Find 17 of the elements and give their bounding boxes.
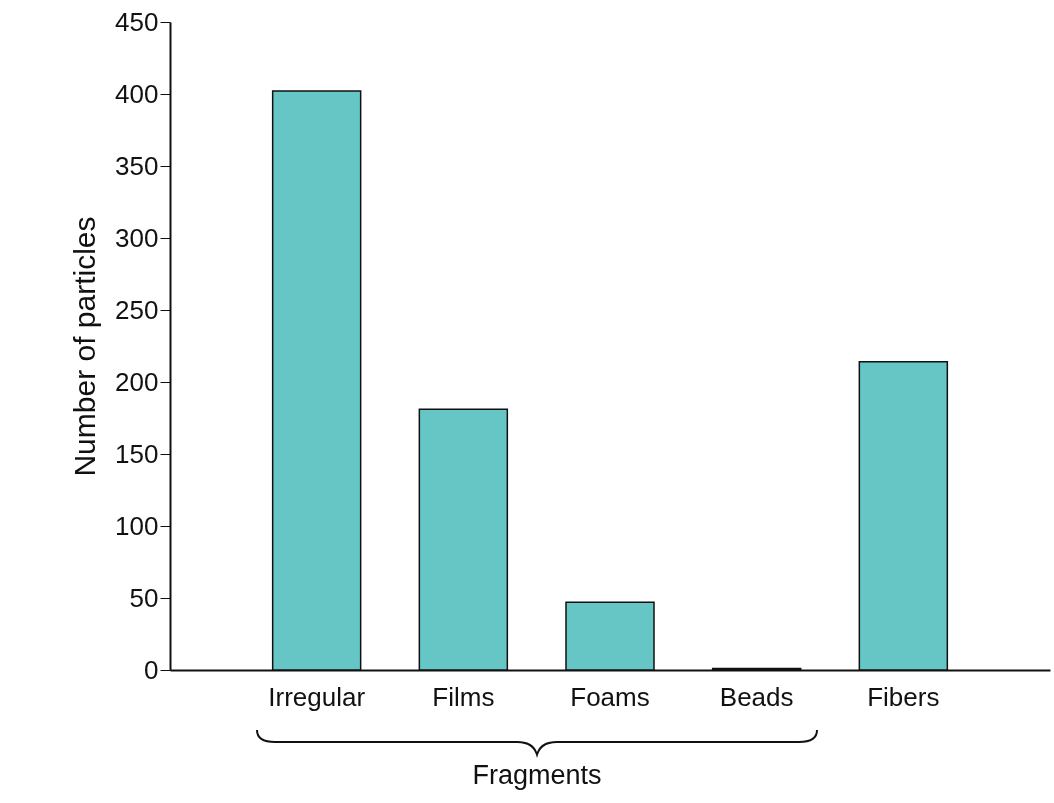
x-tick-label: Fibers: [867, 681, 940, 712]
x-tick-label: Irregular: [268, 681, 366, 712]
y-tick-label: 50: [129, 582, 159, 613]
x-tick-label: Beads: [719, 681, 794, 712]
y-tick-label: 100: [115, 510, 159, 541]
x-tick-label: Foams: [570, 681, 650, 712]
y-tick-label: 450: [115, 6, 159, 37]
y-tick-label: 200: [115, 366, 159, 397]
y-tick-label: 250: [115, 294, 159, 325]
y-tick-label: 0: [144, 654, 159, 685]
y-tick-label: 400: [115, 78, 159, 109]
x-tick-label: Films: [432, 681, 495, 712]
y-tick-label: 300: [115, 222, 159, 253]
y-axis-title: Number of particles: [68, 216, 102, 477]
y-tick-label: 350: [115, 150, 159, 181]
y-tick-label: 150: [115, 438, 159, 469]
text: Fragments: [471, 760, 603, 791]
